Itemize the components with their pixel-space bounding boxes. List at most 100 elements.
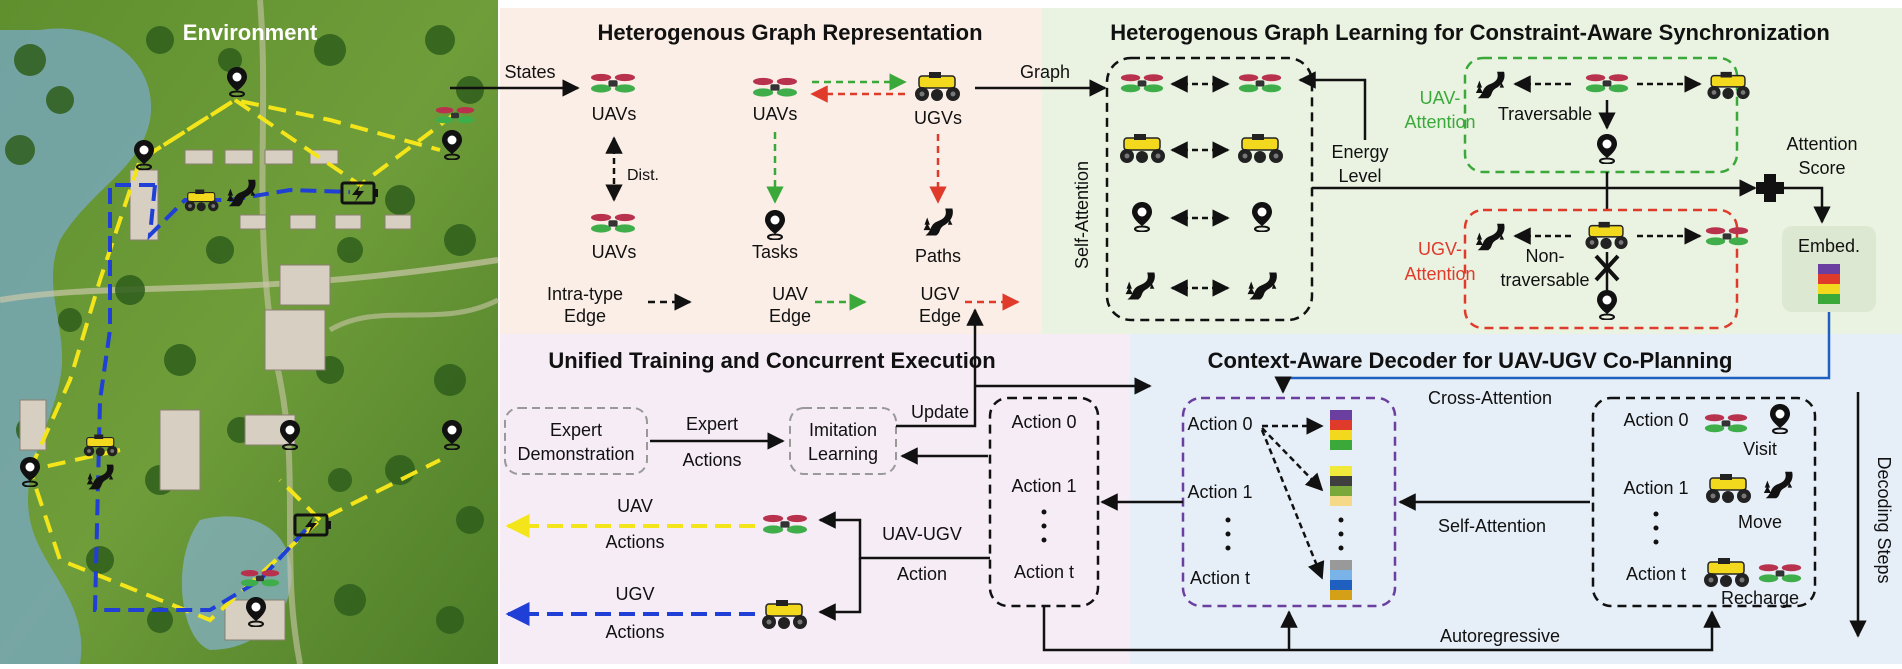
ugv-attention-label-2: Attention: [1404, 264, 1475, 284]
uavs-label: UAVs: [753, 104, 798, 124]
ugv-icon: [761, 599, 808, 630]
uav-attention-box: [1463, 56, 1739, 174]
training-title: Unified Training and Concurrent Executio…: [548, 348, 995, 373]
expert-label: Expert: [550, 420, 602, 440]
graph-representation-title: Heterogenous Graph Representation: [597, 20, 982, 45]
legend-intra-type-label: Intra-type: [547, 284, 623, 304]
move-label: Move: [1738, 512, 1782, 532]
non-traversable-label: Non-: [1525, 246, 1564, 266]
graph-representation-panel: [500, 8, 1042, 334]
embed-cell: [1330, 560, 1352, 570]
ugv-attention-label: UGV-: [1418, 239, 1462, 259]
task-pin-icon: [19, 456, 41, 487]
embed-cell: [1818, 264, 1840, 274]
cross-attention-arrow: [1274, 312, 1831, 394]
joint-action-t: Action t: [1014, 562, 1074, 582]
training-execution-panel: [500, 334, 1130, 664]
task-pin-icon: [133, 139, 155, 170]
uav-actions-label-2: Actions: [605, 532, 664, 552]
task-pin-icon: [441, 129, 463, 160]
uavs-label: UAVs: [592, 242, 637, 262]
legend-uav-edge-label-2: Edge: [769, 306, 811, 326]
legend-uav-edge-label: UAV: [772, 284, 808, 304]
embed-cell: [1330, 496, 1352, 506]
action-history-box: [1591, 396, 1817, 608]
ugv-attention-box: [1463, 208, 1739, 330]
uav-dispatch-arrow: [818, 511, 990, 560]
embed-cell: [1818, 294, 1840, 304]
task-pin-icon: [245, 596, 267, 627]
energy-arrow: [1298, 71, 1367, 140]
decoder-panel: [1130, 334, 1902, 664]
embed-cell: [1330, 486, 1352, 496]
traversable-label: Traversable: [1498, 104, 1592, 124]
tasks-label: Tasks: [752, 242, 798, 262]
pin-icon: [1596, 133, 1618, 164]
self-attention-label: Self-Attention: [1438, 516, 1546, 536]
embed-cell: [1330, 466, 1352, 476]
environment-title: Environment: [183, 20, 318, 45]
update-label: Update: [911, 402, 969, 422]
level-label: Level: [1338, 166, 1381, 186]
joint-action-label-2: Action: [897, 564, 947, 584]
uav-attention-label: UAV-: [1420, 88, 1461, 108]
ugv-icon: [1237, 133, 1284, 164]
attention-score-label: Attention: [1786, 134, 1857, 154]
visit-label: Visit: [1743, 439, 1777, 459]
recharge-label: Recharge: [1721, 588, 1799, 608]
pin-icon: [1769, 403, 1791, 434]
history-action-t: Action t: [1626, 564, 1686, 584]
decoder-action-1: Action 1: [1187, 482, 1252, 502]
joint-action-0: Action 0: [1011, 412, 1076, 432]
decoder: Context-Aware Decoder for UAV-UGV Co-Pla…: [1042, 348, 1894, 652]
attention-arrow: [1260, 429, 1325, 580]
autoregressive-arrow: [1042, 606, 1721, 652]
decoder-title: Context-Aware Decoder for UAV-UGV Co-Pla…: [1208, 348, 1733, 373]
ugv-icon: [1706, 71, 1751, 100]
uav-attention-label-2: Attention: [1404, 112, 1475, 132]
graph-label: Graph: [1020, 62, 1070, 82]
blocked-cross-icon: [1594, 254, 1620, 282]
cross-attention-label: Cross-Attention: [1428, 388, 1552, 408]
non-traversable-label-2: traversable: [1500, 270, 1589, 290]
graph-representation: Heterogenous Graph Representation States…: [450, 20, 1107, 326]
graph-learning-title: Heterogenous Graph Learning for Constrai…: [1110, 20, 1830, 45]
joint-action-label: UAV-UGV: [882, 524, 962, 544]
self-attention-vertical-label: Self-Attention: [1072, 161, 1092, 269]
pin-icon: [1251, 201, 1273, 232]
embed-cell: [1330, 430, 1352, 440]
states-label: States: [504, 62, 555, 82]
legend-intra-type-label-2: Edge: [564, 306, 606, 326]
score-arrow: [1780, 186, 1831, 224]
autoregressive-label: Autoregressive: [1440, 626, 1560, 646]
energy-label: Energy: [1331, 142, 1388, 162]
ugv-actions-label-2: Actions: [605, 622, 664, 642]
imitation-learning-box: [789, 407, 897, 475]
ugv-icon: [1584, 221, 1629, 250]
decoder-action-0: Action 0: [1187, 414, 1252, 434]
dist-label: Dist.: [627, 167, 659, 184]
decoder-action-t: Action t: [1190, 568, 1250, 588]
uav-actions-label: UAV: [617, 496, 653, 516]
task-node-icon: [764, 209, 786, 240]
history-action-1: Action 1: [1623, 478, 1688, 498]
ugv-actions-label: UGV: [615, 584, 654, 604]
expert-demonstration-box: [504, 407, 648, 475]
attention-score-label-2: Score: [1798, 158, 1845, 178]
uavs-label: UAVs: [592, 104, 637, 124]
embed-cell: [1818, 274, 1840, 284]
ugv-node-icon: [914, 71, 961, 102]
task-pin-icon: [226, 66, 248, 97]
graph-learning: Heterogenous Graph Learning for Constrai…: [1072, 20, 1876, 394]
expert-actions-label-2: Actions: [682, 450, 741, 470]
ugv-icon: [1705, 473, 1752, 504]
embed-cell: [1330, 580, 1352, 590]
ugv-dispatch-arrow: [818, 558, 862, 621]
joint-action-1: Action 1: [1011, 476, 1076, 496]
graph-learning-panel: [1042, 8, 1902, 334]
environment-panel: Environment: [0, 0, 500, 665]
embed-cell: [1330, 590, 1352, 600]
embed-label: Embed.: [1798, 236, 1860, 256]
imitation-label: Imitation: [809, 420, 877, 440]
